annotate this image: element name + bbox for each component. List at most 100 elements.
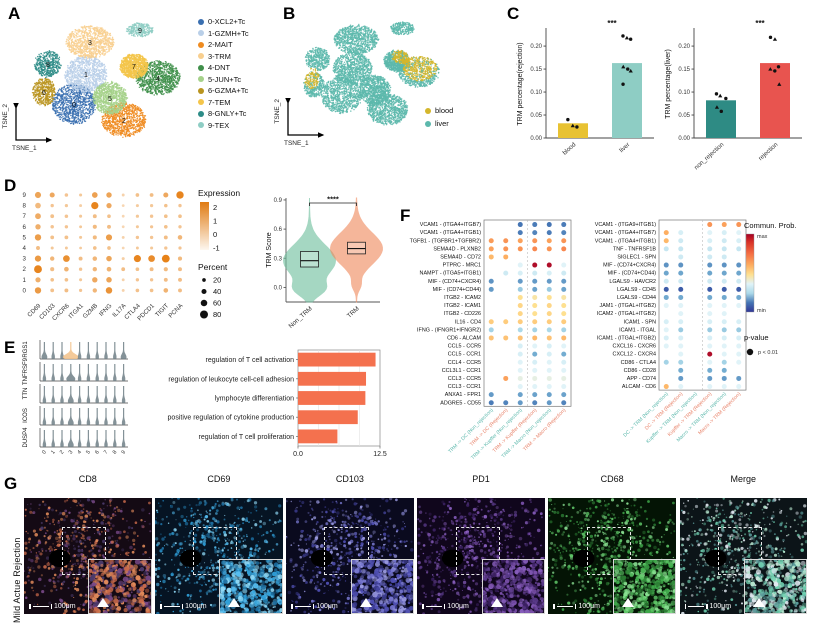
y-axis-label: TRM percentage(liver) xyxy=(665,49,672,119)
zoom-inset xyxy=(219,558,283,614)
expression-dot xyxy=(106,255,112,262)
expression-dot xyxy=(34,255,42,262)
scale-bar-label: 100μm xyxy=(185,603,207,610)
ligand-receptor-pair: PTPRC - MRC1 xyxy=(443,263,481,269)
panel-d-letter: D xyxy=(4,176,16,196)
communication-dot xyxy=(663,359,669,365)
communication-dot xyxy=(736,238,742,244)
violin-TRM xyxy=(330,197,383,303)
violin-gene-label-DUSP4: DUSP4 xyxy=(23,427,29,448)
ligand-receptor-pair: ITGB2 - CD226 xyxy=(444,311,481,317)
scale-bar: 100μm xyxy=(684,603,731,610)
significance-marker: *** xyxy=(607,19,617,28)
cluster-tick-0: 0 xyxy=(23,287,27,294)
communication-dot xyxy=(561,238,567,244)
roi-dashed-box xyxy=(324,527,369,576)
expression-dot xyxy=(92,224,97,229)
expression-dot xyxy=(163,288,169,293)
cluster-label-7: 7 xyxy=(132,64,136,71)
expression-dot xyxy=(135,288,140,293)
panel-g-row-label: Mild Actue Rejection xyxy=(12,513,22,623)
scale-bar-label: 100μm xyxy=(578,603,600,610)
ligand-receptor-pair: CCL5 - CCR5 xyxy=(448,344,481,350)
communication-dot xyxy=(721,246,727,252)
legend-color-dot xyxy=(198,76,204,83)
ligand-receptor-pair: CCL3 - CCR5 xyxy=(448,376,481,382)
communication-dot xyxy=(561,262,567,268)
communication-dot xyxy=(561,375,567,381)
communication-dot xyxy=(736,351,742,357)
expression-legend-tick: 2 xyxy=(213,203,217,212)
ligand-receptor-pair: LGALS9 - CD45 xyxy=(617,287,656,293)
expression-dot xyxy=(64,246,68,250)
expression-dot xyxy=(178,267,182,272)
violin-y-label: TRM Score xyxy=(266,232,273,268)
expression-dot xyxy=(121,204,125,207)
cluster-label-0: 0 xyxy=(72,102,76,109)
violin-x-label-TRM: TRM xyxy=(346,305,361,319)
communication-dot xyxy=(546,327,552,333)
expression-dot xyxy=(64,277,69,282)
communication-dot xyxy=(546,278,552,284)
communication-dot xyxy=(532,270,538,276)
communication-dot xyxy=(532,359,538,365)
violin-significance: **** xyxy=(327,195,339,204)
communication-dot xyxy=(517,270,523,276)
communication-dot xyxy=(678,327,684,333)
expression-dot xyxy=(178,214,182,219)
communication-dot xyxy=(503,375,509,381)
communication-dot xyxy=(546,319,552,325)
communication-dot xyxy=(663,286,669,292)
communication-dot xyxy=(517,311,523,317)
expression-dot xyxy=(79,278,83,282)
legend-item-cluster-2: 2-MAIT xyxy=(198,39,249,51)
communication-dot xyxy=(678,246,684,252)
ligand-receptor-pair: ICAM1 - (ITGAL+ITGB2) xyxy=(597,335,656,341)
legend-item-label: 5-JUN+Tc xyxy=(208,75,241,84)
ligand-receptor-pair: CCL4 - CCR5 xyxy=(448,360,481,366)
ligand-receptor-pair: CD6 - ALCAM xyxy=(447,335,481,341)
communication-dot xyxy=(736,246,742,252)
communication-dot xyxy=(517,375,523,381)
expression-dot xyxy=(64,225,69,229)
significance-marker: *** xyxy=(755,19,765,28)
communication-dot xyxy=(546,230,552,236)
communication-dot xyxy=(532,351,538,357)
communication-dot xyxy=(721,367,727,373)
expression-dot xyxy=(107,214,111,219)
ligand-receptor-pair: VCAM1 - (ITGA4+ITGB1) xyxy=(595,238,656,244)
expression-dot xyxy=(121,214,125,218)
communication-dot xyxy=(561,359,567,365)
communication-dot xyxy=(736,262,742,268)
ifm-image-CD68: 100μm xyxy=(548,498,676,614)
communication-dot xyxy=(561,327,567,333)
scale-bar: 100μm xyxy=(422,603,469,610)
communication-dot xyxy=(532,286,538,292)
ligand-receptor-pair: CCL5 - CCR1 xyxy=(448,352,481,358)
panel-g-column-title-PD1: PD1 xyxy=(417,474,545,484)
communication-dot xyxy=(721,335,727,341)
y-axis-label: TRM percentage(rejection) xyxy=(517,42,524,125)
ligand-receptor-pair: CCL3L1 - CCR1 xyxy=(442,368,481,374)
communication-dot xyxy=(721,230,727,236)
communication-dot xyxy=(721,262,727,268)
expression-dot xyxy=(34,287,42,294)
expression-dot xyxy=(92,246,97,250)
communication-dot xyxy=(707,375,713,381)
violin-x-tick-8: 8 xyxy=(112,449,119,455)
expression-dot xyxy=(135,235,140,240)
expression-dot xyxy=(163,277,168,282)
communication-dot xyxy=(532,294,538,300)
cluster-label-6: 6 xyxy=(42,90,46,97)
communication-dot xyxy=(736,327,742,333)
arrowhead-marker xyxy=(97,598,110,607)
violin-gene-label-TTN: TTN xyxy=(23,388,29,400)
expression-dot xyxy=(121,257,125,261)
ligand-receptor-pair: CCL3 - CCR1 xyxy=(448,384,481,390)
expression-dot xyxy=(178,288,182,293)
panel-f-left-dotplot: VCAM1 - (ITGA4+ITGB7) VCAM1 - (ITGA4+ITGB… xyxy=(396,214,572,464)
bar-liver xyxy=(612,63,642,138)
communication-dot xyxy=(721,375,727,381)
communication-dot xyxy=(503,319,509,325)
ligand-receptor-pair: CD86 - CTLA4 xyxy=(621,360,656,366)
